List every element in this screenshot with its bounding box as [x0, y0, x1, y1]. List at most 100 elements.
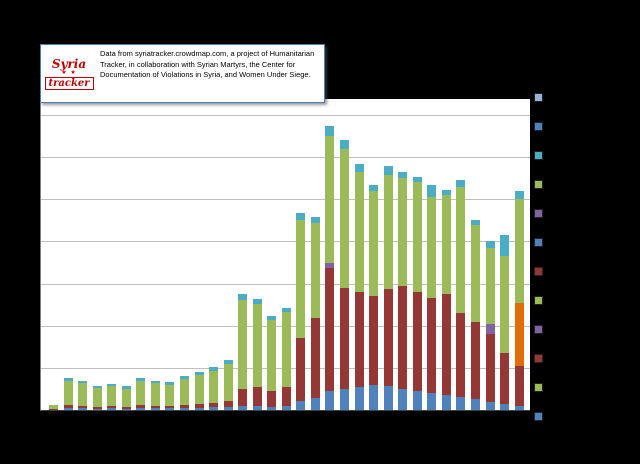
plot-area [40, 99, 530, 411]
bar-segment-teal [398, 171, 408, 179]
bar [441, 190, 451, 410]
bar-segment-blue [63, 407, 73, 410]
bar-segment-red [441, 294, 451, 396]
bar-segment-blue [441, 395, 451, 410]
bar-segment-blue [223, 407, 233, 410]
bar [427, 184, 437, 410]
bar-segment-red [514, 365, 524, 406]
bar-segment-red [485, 334, 495, 402]
legend-swatch [534, 383, 543, 392]
bar-segment-teal [179, 376, 189, 380]
bar-segment-blue [121, 408, 131, 410]
bar-segment-red [310, 318, 320, 399]
gridline [41, 283, 530, 285]
bar [412, 177, 422, 410]
bar-segment-red [121, 406, 131, 409]
bar [514, 190, 524, 410]
bar-segment-purple [325, 262, 335, 269]
bar-segment-green [92, 388, 102, 407]
bar-segment-red [354, 292, 364, 387]
bar-segment-green [485, 247, 495, 324]
bar-segment-teal [383, 165, 393, 175]
bar-segment-teal [78, 380, 88, 384]
bar-segment-red [238, 388, 248, 407]
logo-stars-icon: ★ ★ [61, 69, 77, 76]
bar [470, 219, 480, 410]
bar-segment-green [340, 148, 349, 288]
bar-segment-green [427, 197, 437, 299]
bar [456, 180, 466, 410]
bar-segment-green [165, 384, 175, 406]
bar-segment-teal [165, 382, 175, 385]
bar-segment-red [383, 288, 393, 386]
bar-segment-green [150, 383, 160, 406]
bar-segment-blue [398, 388, 408, 410]
bar-segment-blue [209, 407, 219, 410]
bar-segment-green [223, 364, 233, 402]
legend-swatch [534, 180, 543, 189]
bar [252, 299, 262, 410]
bar-segment-green [63, 380, 73, 406]
bar-segment-red [150, 405, 160, 409]
bar-segment-teal [441, 190, 451, 196]
bar-segment-teal [194, 372, 204, 376]
bar-segment-red [107, 406, 117, 409]
bar-segment-green [354, 171, 364, 293]
bar-segment-red [136, 405, 146, 409]
bar [63, 378, 73, 410]
bar-segment-blue [310, 398, 320, 410]
bar-segment-blue [456, 397, 466, 410]
bar-segment-teal [150, 380, 160, 384]
gridline [41, 115, 530, 116]
bar-segment-teal [354, 164, 364, 172]
bar-segment-blue [325, 390, 335, 410]
bar-segment-blue [107, 408, 117, 410]
bar-segment-teal [252, 299, 262, 305]
bar [209, 367, 219, 410]
legend-swatch [534, 354, 543, 363]
bar-segment-teal [412, 177, 422, 183]
bar [398, 171, 408, 410]
bar-segment-blue [383, 385, 393, 410]
bar-segment-green [209, 370, 219, 403]
bar-segment-blue [238, 406, 248, 410]
bar-segment-green [107, 386, 117, 407]
bar [310, 217, 320, 410]
bar-segment-teal [369, 184, 379, 191]
bar [267, 315, 277, 410]
bar-segment-blue [150, 408, 160, 410]
bar-segment-red [427, 298, 437, 394]
bar-segment-blue [340, 388, 349, 410]
bar-segment-teal [514, 190, 524, 200]
bar [325, 126, 335, 410]
bar-segment-blue [267, 406, 277, 410]
bar-segment-green [238, 300, 248, 389]
bar-segment-teal [238, 294, 248, 301]
bar-segment-teal [92, 386, 102, 389]
bar-segment-red [369, 296, 379, 385]
bar-segment-red [209, 402, 219, 408]
bar-segment-green [514, 199, 524, 303]
bar-segment-green [369, 190, 379, 297]
bar-segment-teal [136, 378, 146, 381]
legend-swatch [534, 412, 543, 421]
bar-segment-teal [310, 217, 320, 224]
syria-tracker-logo: Syria ★ ★ tracker [41, 45, 95, 102]
bar [107, 383, 117, 410]
bar-segment-blue [194, 407, 204, 410]
bar-segment-teal [456, 180, 466, 187]
bar-segment-blue [252, 406, 262, 410]
bar-segment-blue [296, 400, 306, 410]
bar-segment-red [49, 409, 58, 410]
bar-segment-red [179, 404, 189, 408]
bar [121, 386, 131, 410]
bar-segment-teal [63, 378, 73, 381]
bar-segment-teal [500, 235, 510, 257]
legend-swatch [534, 151, 543, 160]
bar-segment-blue [470, 399, 480, 410]
bar-segment-blue [92, 408, 102, 410]
bar [340, 140, 349, 410]
bar-segment-teal [470, 219, 480, 225]
bar-segment-green [121, 388, 131, 407]
